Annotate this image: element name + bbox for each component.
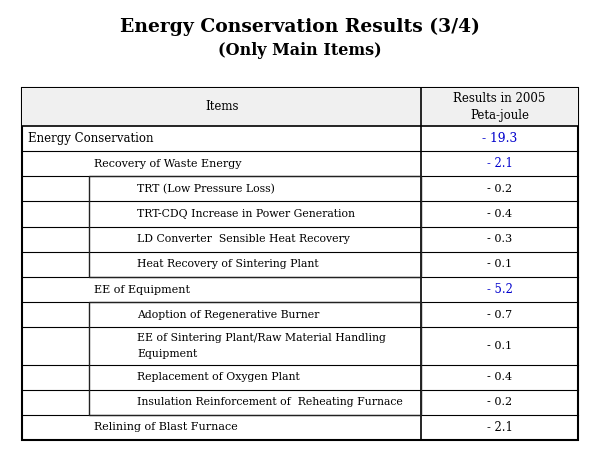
Text: - 0.4: - 0.4 bbox=[487, 209, 512, 219]
Text: Energy Conservation Results (3/4): Energy Conservation Results (3/4) bbox=[120, 18, 480, 36]
Bar bbox=[22, 88, 578, 440]
Text: - 0.7: - 0.7 bbox=[487, 310, 512, 320]
Text: TRT (Low Pressure Loss): TRT (Low Pressure Loss) bbox=[137, 184, 275, 194]
Text: TRT-CDQ Increase in Power Generation: TRT-CDQ Increase in Power Generation bbox=[137, 209, 355, 219]
Text: Adoption of Regenerative Burner: Adoption of Regenerative Burner bbox=[137, 310, 319, 320]
Text: Heat Recovery of Sintering Plant: Heat Recovery of Sintering Plant bbox=[137, 259, 319, 270]
Text: Items: Items bbox=[205, 100, 238, 113]
Text: Energy Conservation: Energy Conservation bbox=[28, 132, 154, 145]
Text: - 2.1: - 2.1 bbox=[487, 157, 512, 170]
Text: - 0.2: - 0.2 bbox=[487, 184, 512, 194]
Text: - 2.1: - 2.1 bbox=[487, 421, 512, 434]
Text: Equipment: Equipment bbox=[137, 349, 197, 359]
Text: Recovery of Waste Energy: Recovery of Waste Energy bbox=[94, 159, 241, 169]
Text: - 0.1: - 0.1 bbox=[487, 341, 512, 351]
Text: EE of Equipment: EE of Equipment bbox=[94, 284, 190, 294]
Text: (Only Main Items): (Only Main Items) bbox=[218, 42, 382, 59]
Text: - 0.1: - 0.1 bbox=[487, 259, 512, 270]
Text: - 0.4: - 0.4 bbox=[487, 372, 512, 382]
Text: - 5.2: - 5.2 bbox=[487, 283, 512, 296]
Text: Replacement of Oxygen Plant: Replacement of Oxygen Plant bbox=[137, 372, 300, 382]
Text: - 0.2: - 0.2 bbox=[487, 397, 512, 407]
Text: - 19.3: - 19.3 bbox=[482, 132, 517, 145]
Bar bbox=[89, 302, 421, 415]
Text: Insulation Reinforcement of  Reheating Furnace: Insulation Reinforcement of Reheating Fu… bbox=[137, 397, 403, 407]
Bar bbox=[89, 176, 421, 277]
Text: EE of Sintering Plant/Raw Material Handling: EE of Sintering Plant/Raw Material Handl… bbox=[137, 333, 386, 343]
Bar bbox=[22, 88, 578, 126]
Text: Results in 2005
Peta-joule: Results in 2005 Peta-joule bbox=[454, 91, 546, 122]
Text: LD Converter  Sensible Heat Recovery: LD Converter Sensible Heat Recovery bbox=[137, 234, 350, 244]
Text: - 0.3: - 0.3 bbox=[487, 234, 512, 244]
Text: Relining of Blast Furnace: Relining of Blast Furnace bbox=[94, 423, 238, 432]
